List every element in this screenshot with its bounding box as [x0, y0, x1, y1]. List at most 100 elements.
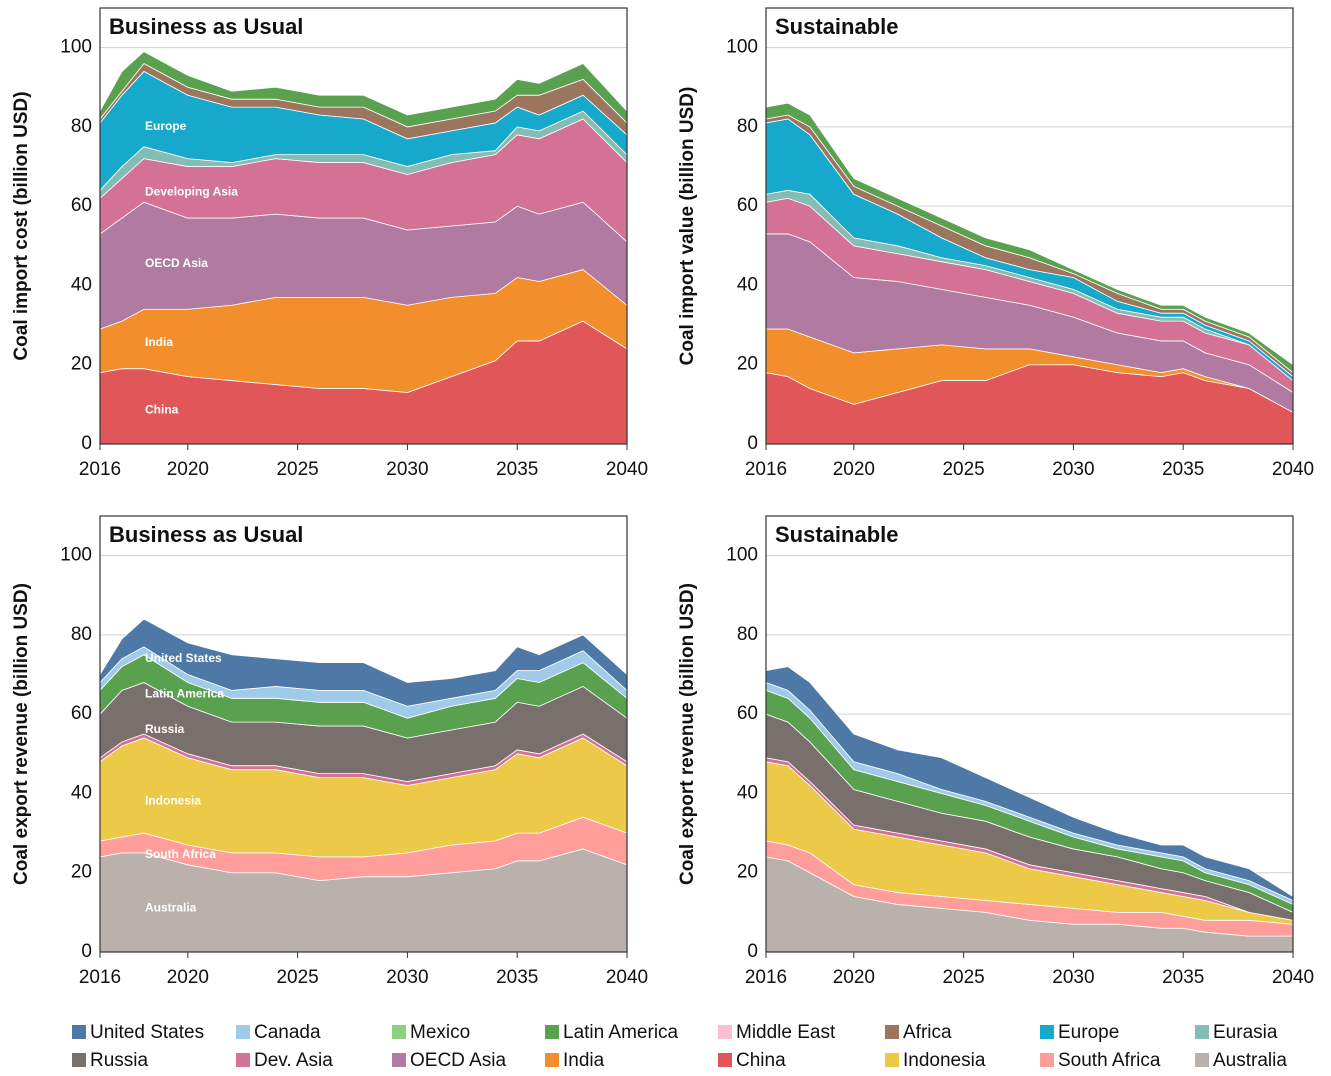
y-tick-label: 80 — [71, 624, 92, 645]
y-tick-label: 80 — [737, 624, 758, 645]
x-tick-label: 2040 — [1272, 967, 1314, 988]
x-tick-label: 2030 — [386, 459, 428, 480]
panel-title: Business as Usual — [109, 522, 303, 547]
legend-swatch — [545, 1053, 559, 1067]
x-tick-label: 2020 — [167, 967, 209, 988]
plot-frame — [765, 7, 1294, 445]
legend-label: Russia — [90, 1050, 149, 1071]
area-label: Australia — [145, 901, 197, 915]
legend-swatch — [236, 1025, 250, 1039]
x-tick-label: 2016 — [79, 459, 121, 480]
y-axis-title: Coal export revenue (billion USD) — [11, 583, 32, 885]
legend-label: Africa — [903, 1022, 952, 1043]
legend-label: Dev. Asia — [254, 1050, 333, 1071]
panel-title: Business as Usual — [109, 14, 303, 39]
legend-label: Indonesia — [903, 1050, 986, 1071]
y-tick-label: 20 — [71, 354, 92, 375]
y-tick-label: 20 — [737, 862, 758, 883]
y-axis-title: Coal import value (billion USD) — [677, 87, 698, 366]
x-tick-label: 2025 — [276, 967, 318, 988]
legend-swatch — [72, 1025, 86, 1039]
legend-swatch — [885, 1025, 899, 1039]
x-tick-label: 2016 — [745, 459, 787, 480]
y-tick-label: 100 — [726, 37, 758, 58]
y-tick-label: 60 — [71, 703, 92, 724]
y-tick-label: 0 — [81, 941, 92, 962]
y-tick-label: 100 — [60, 37, 92, 58]
y-axis-title: Coal export revenue (billion USD) — [677, 583, 698, 885]
x-tick-label: 2040 — [606, 459, 648, 480]
legend-label: Australia — [1213, 1050, 1287, 1071]
y-tick-label: 40 — [71, 782, 92, 803]
x-tick-label: 2025 — [276, 459, 318, 480]
area-label: Russia — [145, 722, 185, 736]
area-label: India — [145, 335, 173, 349]
legend-label: United States — [90, 1022, 204, 1043]
area-label: Europe — [145, 119, 187, 133]
y-tick-label: 60 — [737, 703, 758, 724]
legend-swatch — [718, 1025, 732, 1039]
legend-label: Mexico — [410, 1022, 470, 1043]
y-tick-label: 40 — [737, 274, 758, 295]
x-tick-label: 2030 — [386, 967, 428, 988]
area-label: Indonesia — [145, 794, 201, 808]
x-tick-label: 2040 — [606, 967, 648, 988]
legend-label: Eurasia — [1213, 1022, 1278, 1043]
x-tick-label: 2030 — [1052, 967, 1094, 988]
x-tick-label: 2016 — [79, 967, 121, 988]
area-label: South Africa — [145, 847, 216, 861]
area-label: China — [145, 402, 179, 416]
area-label: Latin America — [145, 687, 224, 701]
legend-swatch — [72, 1053, 86, 1067]
x-tick-label: 2016 — [745, 967, 787, 988]
y-tick-label: 60 — [737, 195, 758, 216]
x-tick-label: 2035 — [1162, 967, 1204, 988]
x-tick-label: 2020 — [833, 459, 875, 480]
legend-label: Middle East — [736, 1022, 836, 1043]
legend-swatch — [1195, 1053, 1209, 1067]
plot-frame — [99, 515, 628, 953]
legend-label: India — [563, 1050, 605, 1071]
x-tick-label: 2040 — [1272, 459, 1314, 480]
x-tick-label: 2025 — [942, 967, 984, 988]
legend-swatch — [236, 1053, 250, 1067]
y-tick-label: 100 — [60, 545, 92, 566]
y-tick-label: 20 — [737, 354, 758, 375]
y-tick-label: 80 — [737, 116, 758, 137]
panel-title: Sustainable — [775, 522, 898, 547]
legend-label: Latin America — [563, 1022, 679, 1043]
area-label: OECD Asia — [145, 256, 208, 270]
x-tick-label: 2020 — [833, 967, 875, 988]
y-tick-label: 40 — [71, 274, 92, 295]
y-tick-label: 0 — [81, 433, 92, 454]
legend-swatch — [1195, 1025, 1209, 1039]
area-label: Developing Asia — [145, 184, 238, 198]
y-tick-label: 0 — [747, 433, 758, 454]
x-tick-label: 2035 — [1162, 459, 1204, 480]
legend-label: OECD Asia — [410, 1050, 507, 1071]
x-tick-label: 2030 — [1052, 459, 1094, 480]
plot-frame — [765, 515, 1294, 953]
legend-swatch — [545, 1025, 559, 1039]
panel-title: Sustainable — [775, 14, 898, 39]
y-axis-title: Coal import cost (billion USD) — [11, 91, 32, 360]
y-tick-label: 100 — [726, 545, 758, 566]
legend-swatch — [1040, 1053, 1054, 1067]
legend-swatch — [718, 1053, 732, 1067]
legend-label: Canada — [254, 1022, 321, 1043]
legend-swatch — [392, 1025, 406, 1039]
legend-swatch — [885, 1053, 899, 1067]
x-tick-label: 2035 — [496, 459, 538, 480]
legend-label: Europe — [1058, 1022, 1119, 1043]
x-tick-label: 2020 — [167, 459, 209, 480]
y-tick-label: 60 — [71, 195, 92, 216]
legend-swatch — [1040, 1025, 1054, 1039]
x-tick-label: 2025 — [942, 459, 984, 480]
legend-label: South Africa — [1058, 1050, 1161, 1071]
area-label: United States — [145, 651, 222, 665]
y-tick-label: 80 — [71, 116, 92, 137]
y-tick-label: 0 — [747, 941, 758, 962]
legend-label: China — [736, 1050, 786, 1071]
y-tick-label: 20 — [71, 862, 92, 883]
plot-frame — [99, 7, 628, 445]
